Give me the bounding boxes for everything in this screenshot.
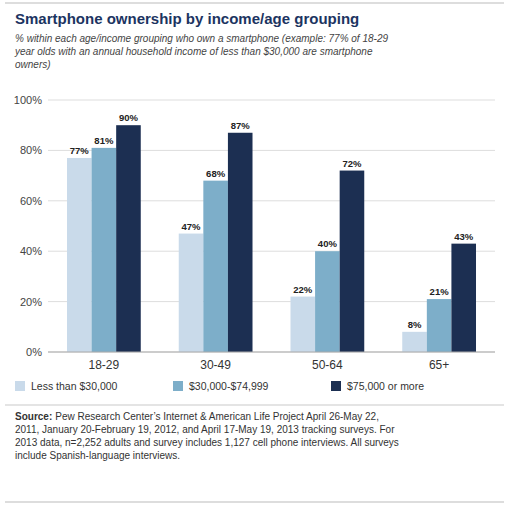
source-text: Pew Research Center’s Internet & America… — [15, 411, 399, 461]
source-text-line: 2013 data, n=2,252 adults and survey inc… — [15, 437, 399, 448]
grid-line — [48, 352, 495, 353]
subtitle-line: owners) — [15, 59, 51, 70]
source-label: Source: — [15, 411, 52, 422]
bar — [340, 171, 365, 352]
data-label: 8% — [408, 319, 422, 330]
source-text-line: Pew Research Center’s Internet & America… — [55, 411, 379, 422]
data-labels: 77% 47% 22% 8% 81% 68% 40% 21% 90% 87% 72% 43% — [70, 112, 474, 330]
separator — [5, 405, 504, 406]
bar — [116, 125, 141, 352]
subtitle: % within each age/income grouping who ow… — [14, 33, 388, 70]
y-tick-label: 80% — [20, 144, 42, 156]
data-label: 72% — [342, 158, 362, 169]
legend-swatch — [331, 381, 341, 391]
data-label: 87% — [231, 120, 251, 131]
data-label: 68% — [206, 168, 226, 179]
x-tick-label: 50-64 — [312, 358, 343, 372]
data-label: 47% — [182, 221, 202, 232]
legend-label: $30,000-$74,999 — [189, 380, 269, 392]
legend-label: $75,000 or more — [347, 380, 424, 392]
bar — [67, 158, 92, 352]
x-tick-label: 65+ — [429, 358, 449, 372]
legend: Less than $30,000 $30,000-$74,999 $75,000 … — [15, 380, 424, 392]
data-label: 77% — [70, 145, 90, 156]
x-tick-label: 18-29 — [89, 358, 120, 372]
bar — [451, 244, 476, 352]
source-text-line: include Spanish-language interviews. — [15, 450, 180, 461]
x-tick-label: 30-49 — [200, 358, 231, 372]
data-label: 43% — [454, 231, 474, 242]
data-label: 90% — [119, 112, 139, 123]
bar — [203, 181, 228, 352]
x-axis-line — [48, 352, 495, 353]
data-label: 22% — [293, 284, 313, 295]
y-tick-label: 40% — [20, 245, 42, 257]
bottom-border — [5, 501, 504, 502]
grid-line — [48, 100, 495, 101]
bar — [315, 251, 340, 352]
data-label: 81% — [94, 135, 114, 146]
legend-label: Less than $30,000 — [31, 380, 118, 392]
title: Smartphone ownership by income/age group… — [15, 10, 359, 27]
bars — [67, 125, 476, 352]
subtitle-line: year olds with an annual household incom… — [14, 46, 373, 57]
bar — [179, 234, 204, 352]
bar — [228, 133, 253, 352]
y-tick-label: 0% — [26, 346, 42, 358]
bar — [92, 148, 117, 352]
bar — [427, 299, 452, 352]
y-tick-label: 20% — [20, 296, 42, 308]
y-tick-label: 100% — [14, 94, 42, 106]
data-label: 21% — [430, 286, 450, 297]
bar — [290, 297, 315, 352]
y-tick-label: 60% — [20, 195, 42, 207]
bar — [402, 332, 427, 352]
top-border — [5, 2, 504, 3]
legend-swatch — [15, 381, 25, 391]
data-label: 40% — [318, 238, 338, 249]
subtitle-line: % within each age/income grouping who ow… — [15, 33, 388, 44]
source-text-line: 2011, January 20-February 19, 2012, and … — [15, 424, 395, 435]
legend-swatch — [173, 381, 183, 391]
y-axis: 0% 20% 40% 60% 80% 100% — [14, 94, 495, 358]
